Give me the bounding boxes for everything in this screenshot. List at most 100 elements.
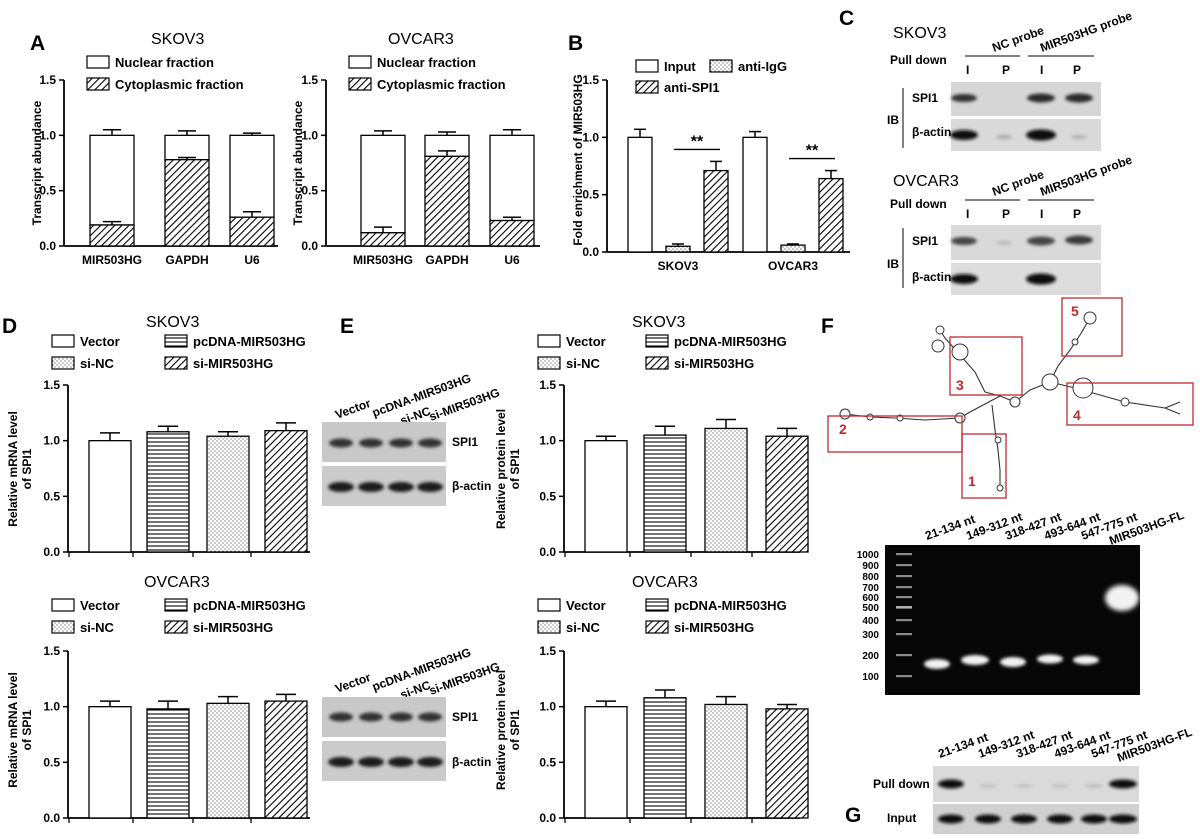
legend-swatch-nuclear bbox=[86, 55, 110, 69]
band bbox=[1085, 784, 1103, 788]
panel-letter-f: F bbox=[821, 315, 834, 338]
legend-label-cytoplasmic: Cytoplasmic fraction bbox=[115, 77, 244, 92]
ylabel-e-skov3-line1: Relative protein level bbox=[494, 409, 508, 529]
band bbox=[996, 241, 1012, 245]
legend-swatch-vector bbox=[51, 334, 75, 348]
band bbox=[1109, 779, 1137, 789]
g-row-label-pull-down: Pull down bbox=[873, 777, 930, 791]
x-tick-label: GAPDH bbox=[425, 253, 468, 267]
ylabel-e-ovcar3-line1: Relative protein level bbox=[494, 670, 508, 790]
blot-row-label-actin: β-actin bbox=[452, 755, 491, 769]
legend-swatch-vector bbox=[537, 598, 561, 612]
y-tick-label: 1.5 bbox=[582, 73, 599, 87]
bar-cytoplasmic bbox=[164, 159, 210, 247]
y-tick-label: 0.0 bbox=[43, 811, 60, 825]
lane-label-i: I bbox=[1040, 63, 1043, 77]
ib-label: IB bbox=[887, 113, 899, 127]
band bbox=[358, 757, 384, 767]
band bbox=[1065, 93, 1093, 103]
legend-label-nuclear: Nuclear fraction bbox=[377, 55, 476, 70]
legend-a-ovcar3: Nuclear fraction Cytoplasmic fraction bbox=[348, 55, 506, 92]
band bbox=[1015, 784, 1033, 788]
chart-title-d-ovcar3: OVCAR3 bbox=[144, 574, 210, 591]
region-box-2 bbox=[827, 415, 963, 453]
x-tick-label: U6 bbox=[504, 253, 520, 267]
bar-si-nc bbox=[704, 427, 748, 553]
pull-down-label: Pull down bbox=[890, 53, 947, 67]
band bbox=[1051, 784, 1069, 788]
g-strip-pull-down bbox=[933, 766, 1139, 802]
region-box-1 bbox=[961, 433, 1007, 499]
band bbox=[1047, 814, 1073, 824]
legend-b: Input anti-IgG anti-SPI1 bbox=[635, 59, 787, 95]
bar-cytoplasmic bbox=[89, 224, 135, 247]
x-tick-label: GAPDH bbox=[165, 253, 208, 267]
legend-swatch-anti-igg bbox=[709, 59, 733, 73]
blot-title: OVCAR3 bbox=[893, 173, 959, 190]
lane-label-i: I bbox=[966, 63, 969, 77]
y-tick-label: 1.5 bbox=[43, 378, 60, 392]
ladder-label: 900 bbox=[862, 561, 879, 572]
y-tick-label: 0.5 bbox=[539, 489, 556, 503]
bar-vector bbox=[88, 706, 132, 819]
band bbox=[1026, 129, 1056, 141]
bar-si-nc bbox=[206, 435, 250, 553]
y-tick-label: 1.0 bbox=[43, 434, 60, 448]
nc-probe-label: NC probe bbox=[990, 23, 1046, 55]
bar-si-mir503hg bbox=[264, 429, 308, 553]
x-tick-label: U6 bbox=[244, 253, 260, 267]
ylabel-e-skov3-line2: of SPI1 bbox=[508, 448, 522, 489]
plot-e-ovcar3: 0.0 0.5 1.0 1.5 bbox=[539, 644, 809, 825]
panel-e-blot-skov3: Vector pcDNA-MIR503HG si-NC si-MIR503HG … bbox=[322, 371, 502, 506]
legend-label-anti-spi1: anti-SPI1 bbox=[664, 80, 720, 95]
legend-label-cytoplasmic: Cytoplasmic fraction bbox=[377, 77, 506, 92]
ylabel-a-skov3: Transcript abundance bbox=[30, 100, 44, 225]
plot-d-ovcar3: 0.0 0.5 1.0 1.5 bbox=[43, 644, 310, 825]
legend-swatch-input bbox=[635, 59, 659, 73]
legend-label-si-mir503hg: si-MIR503HG bbox=[674, 356, 754, 371]
legend-swatch-vector bbox=[51, 598, 75, 612]
y-tick-label: 0.0 bbox=[39, 239, 56, 253]
band bbox=[951, 94, 977, 102]
bar-vector bbox=[584, 706, 628, 819]
panel-letter-e: E bbox=[340, 315, 354, 338]
lane-label-i: I bbox=[1040, 207, 1043, 221]
legend-swatch-cytoplasmic bbox=[348, 77, 372, 91]
region-number-1: 1 bbox=[968, 473, 976, 489]
lane-label-p: P bbox=[1002, 63, 1010, 77]
legend-swatch-si-mir503hg bbox=[645, 620, 669, 634]
plot-a-skov3: 0.0 0.5 1.0 1.5 MIR503HG GAPDH U6 bbox=[39, 73, 278, 267]
bar-anti-spi1 bbox=[818, 177, 844, 253]
plot-d-skov3: 0.0 0.5 1.0 1.5 bbox=[43, 378, 310, 559]
legend-swatch-pcdna bbox=[645, 598, 669, 612]
legend-a-skov3: Nuclear fraction Cytoplasmic fraction bbox=[86, 55, 244, 92]
y-tick-label: 1.5 bbox=[539, 644, 556, 658]
bar-pcdna-mir503hg bbox=[146, 431, 190, 553]
legend-swatch-vector bbox=[537, 334, 561, 348]
y-tick-label: 0.5 bbox=[39, 184, 56, 198]
bar-input bbox=[627, 136, 653, 253]
bar-si-mir503hg bbox=[264, 700, 308, 819]
ladder-label: 100 bbox=[862, 672, 879, 683]
band bbox=[1026, 273, 1056, 285]
legend-d-skov3: Vector pcDNA-MIR503HG si-NC si-MIR503HG bbox=[51, 334, 306, 371]
bar-si-nc bbox=[704, 703, 748, 819]
legend-label-vector: Vector bbox=[566, 334, 606, 349]
legend-label-input: Input bbox=[664, 59, 696, 74]
panel-e-blot-ovcar3: Vector pcDNA-MIR503HG si-NC si-MIR503HG … bbox=[322, 645, 502, 781]
chart-title-e-ovcar3: OVCAR3 bbox=[632, 574, 698, 591]
blot-row-label-spi1: SPI1 bbox=[912, 234, 938, 248]
lane-label-vector: Vector bbox=[333, 396, 373, 422]
blot-row-label-actin: β-actin bbox=[912, 125, 951, 139]
bar-anti-igg bbox=[780, 244, 806, 253]
band bbox=[418, 438, 442, 448]
ylabel-b: Fold enrichment of MIR503HG bbox=[571, 74, 585, 245]
bar-vector bbox=[88, 440, 132, 553]
region-box-5 bbox=[1061, 297, 1123, 357]
ladder-label: 600 bbox=[862, 593, 879, 604]
ladder-label: 1000 bbox=[857, 550, 880, 561]
lane-label-vector: Vector bbox=[333, 670, 373, 696]
y-tick-label: 0.0 bbox=[539, 811, 556, 825]
legend-swatch-cytoplasmic bbox=[86, 77, 110, 91]
bar-si-mir503hg bbox=[765, 708, 809, 819]
